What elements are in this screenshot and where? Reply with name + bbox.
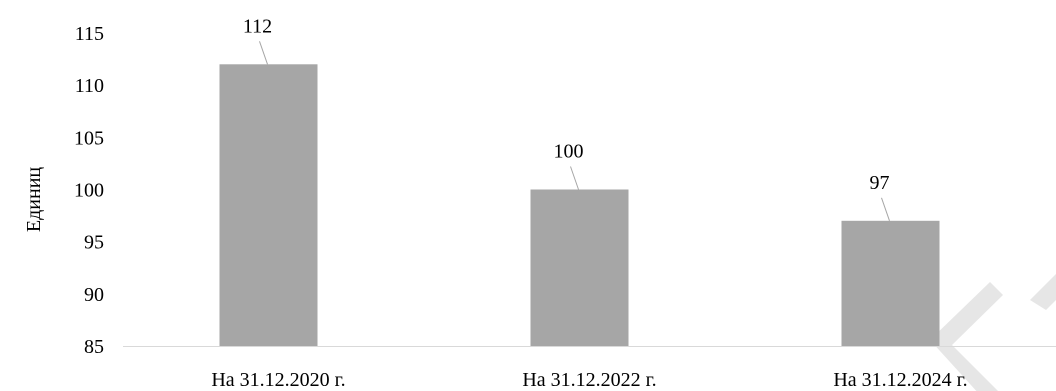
- x-tick-label: На 31.12.2024 г.: [833, 369, 967, 391]
- data-label: 112: [243, 15, 272, 37]
- data-label-leader: [881, 197, 890, 221]
- y-tick-label: 110: [75, 75, 104, 97]
- y-tick-label: 85: [84, 336, 104, 358]
- watermark-logo: [930, 274, 1056, 391]
- bars: [219, 64, 940, 347]
- y-tick-label: 95: [84, 232, 104, 254]
- data-labels: 112 100 97: [243, 15, 890, 221]
- data-label-leader: [570, 166, 579, 190]
- x-tick-label: На 31.12.2022 г.: [522, 369, 656, 391]
- y-tick-label: 115: [75, 23, 104, 45]
- y-tick-label: 100: [74, 180, 104, 202]
- bar: [841, 220, 940, 346]
- data-label: 97: [870, 172, 890, 194]
- y-tick-label: 105: [74, 127, 104, 149]
- watermark: [930, 274, 1056, 391]
- y-axis-title: Единиц: [23, 167, 45, 233]
- data-label-leader: [259, 41, 268, 65]
- x-tick-label: На 31.12.2020 г.: [211, 369, 345, 391]
- axes: 85 90 95 100 105 110 115 На 31.12.2020 г. На 31.…: [74, 23, 1056, 391]
- bar: [219, 64, 318, 347]
- bar: [530, 189, 629, 346]
- data-label: 100: [554, 141, 584, 163]
- y-tick-label: 90: [84, 284, 104, 306]
